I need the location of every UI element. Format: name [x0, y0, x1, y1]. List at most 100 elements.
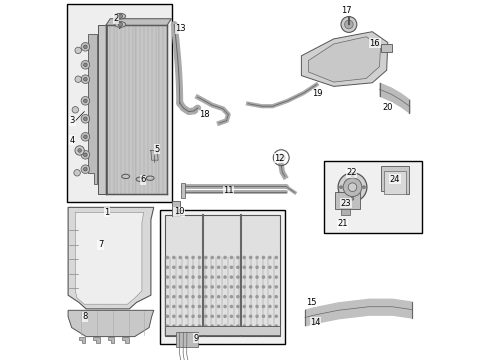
- Circle shape: [268, 286, 270, 288]
- Ellipse shape: [115, 13, 125, 19]
- Circle shape: [192, 276, 194, 278]
- Text: 20: 20: [382, 103, 392, 112]
- Circle shape: [179, 256, 181, 258]
- Circle shape: [230, 286, 232, 288]
- Circle shape: [166, 266, 168, 268]
- Circle shape: [198, 305, 200, 307]
- Circle shape: [230, 315, 232, 318]
- Text: 14: 14: [310, 318, 321, 327]
- Circle shape: [118, 22, 122, 27]
- Circle shape: [224, 325, 225, 327]
- Circle shape: [166, 325, 168, 327]
- Circle shape: [236, 276, 239, 278]
- Circle shape: [72, 107, 79, 113]
- Circle shape: [243, 276, 245, 278]
- Polygon shape: [308, 37, 380, 82]
- Polygon shape: [107, 337, 114, 343]
- Circle shape: [204, 286, 206, 288]
- Circle shape: [179, 276, 181, 278]
- Circle shape: [230, 305, 232, 307]
- Circle shape: [83, 153, 87, 157]
- Circle shape: [275, 305, 277, 307]
- Bar: [340, 209, 349, 215]
- Bar: [160, 210, 284, 344]
- Circle shape: [275, 256, 277, 258]
- Circle shape: [217, 266, 219, 268]
- Circle shape: [217, 286, 219, 288]
- Text: 18: 18: [199, 110, 209, 119]
- Circle shape: [255, 286, 258, 288]
- Circle shape: [262, 266, 264, 268]
- Circle shape: [75, 146, 84, 155]
- Circle shape: [198, 256, 200, 258]
- Text: 11: 11: [223, 186, 233, 195]
- Circle shape: [243, 286, 245, 288]
- Text: 6: 6: [140, 175, 145, 184]
- Circle shape: [81, 150, 89, 159]
- Circle shape: [185, 305, 187, 307]
- Polygon shape: [381, 166, 408, 194]
- Circle shape: [204, 266, 206, 268]
- Polygon shape: [68, 207, 153, 309]
- Circle shape: [211, 325, 213, 327]
- Circle shape: [211, 286, 213, 288]
- Circle shape: [339, 186, 342, 189]
- Text: 4: 4: [70, 136, 75, 145]
- Text: 2: 2: [113, 14, 118, 23]
- Text: 3: 3: [70, 116, 75, 125]
- Circle shape: [172, 296, 175, 298]
- Circle shape: [224, 305, 225, 307]
- Circle shape: [75, 47, 81, 54]
- Circle shape: [198, 266, 200, 268]
- Circle shape: [179, 305, 181, 307]
- Bar: [176, 332, 197, 347]
- Circle shape: [236, 315, 239, 318]
- Circle shape: [347, 183, 356, 192]
- Circle shape: [198, 296, 200, 298]
- Text: 24: 24: [389, 175, 399, 184]
- Bar: [164, 215, 279, 336]
- Polygon shape: [93, 337, 100, 343]
- Circle shape: [243, 256, 245, 258]
- Circle shape: [268, 266, 270, 268]
- Circle shape: [83, 45, 87, 49]
- Circle shape: [217, 276, 219, 278]
- Text: 12: 12: [274, 154, 285, 163]
- Circle shape: [230, 256, 232, 258]
- Circle shape: [275, 296, 277, 298]
- Circle shape: [249, 266, 251, 268]
- Circle shape: [230, 325, 232, 327]
- Circle shape: [224, 266, 225, 268]
- Circle shape: [179, 286, 181, 288]
- Circle shape: [172, 305, 175, 307]
- Circle shape: [185, 286, 187, 288]
- Circle shape: [81, 75, 89, 84]
- Circle shape: [172, 276, 175, 278]
- Circle shape: [268, 315, 270, 318]
- Circle shape: [249, 315, 251, 318]
- Circle shape: [204, 305, 206, 307]
- Circle shape: [217, 315, 219, 318]
- Circle shape: [81, 60, 89, 69]
- Circle shape: [224, 276, 225, 278]
- Circle shape: [255, 305, 258, 307]
- Circle shape: [172, 266, 175, 268]
- Circle shape: [81, 42, 89, 51]
- Circle shape: [185, 266, 187, 268]
- Circle shape: [192, 315, 194, 318]
- Text: 5: 5: [154, 145, 160, 154]
- Circle shape: [179, 315, 181, 318]
- Circle shape: [172, 256, 175, 258]
- Circle shape: [230, 266, 232, 268]
- Circle shape: [172, 315, 175, 318]
- Text: 23: 23: [340, 199, 350, 208]
- Circle shape: [262, 305, 264, 307]
- Circle shape: [192, 286, 194, 288]
- Circle shape: [81, 114, 89, 123]
- Circle shape: [211, 256, 213, 258]
- Circle shape: [343, 178, 361, 197]
- Polygon shape: [68, 310, 153, 337]
- Polygon shape: [122, 337, 128, 343]
- Bar: [172, 201, 180, 216]
- Circle shape: [83, 77, 87, 81]
